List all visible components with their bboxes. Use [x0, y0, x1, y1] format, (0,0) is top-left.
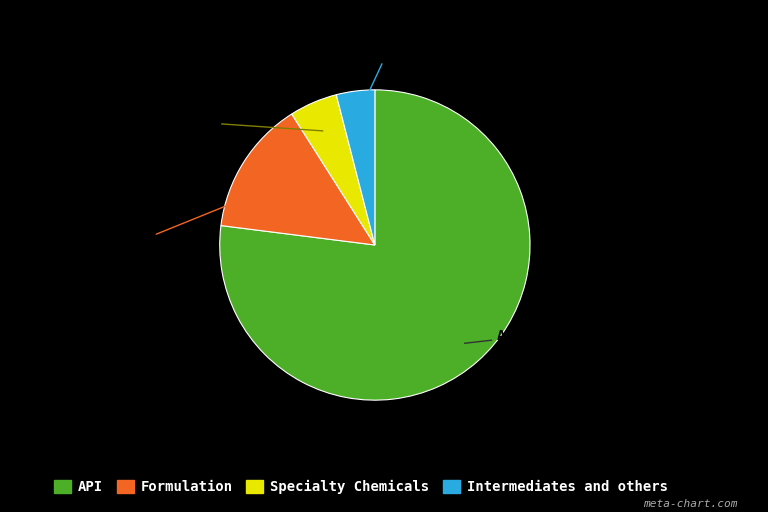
Wedge shape [292, 95, 375, 245]
Text: Intermediates and others: 4: Intermediates and others: 4 [275, 45, 501, 112]
Text: Specialty Chemicals: 5: Specialty Chemicals: 5 [31, 110, 323, 131]
Text: Formulation: 14: Formulation: 14 [67, 185, 276, 252]
Wedge shape [220, 90, 530, 400]
Text: meta-chart.com: meta-chart.com [643, 499, 737, 509]
Text: API: 77: API: 77 [465, 329, 556, 343]
Wedge shape [221, 114, 375, 245]
Wedge shape [336, 90, 375, 245]
Legend: API, Formulation, Specialty Chemicals, Intermediates and others: API, Formulation, Specialty Chemicals, I… [48, 475, 674, 500]
